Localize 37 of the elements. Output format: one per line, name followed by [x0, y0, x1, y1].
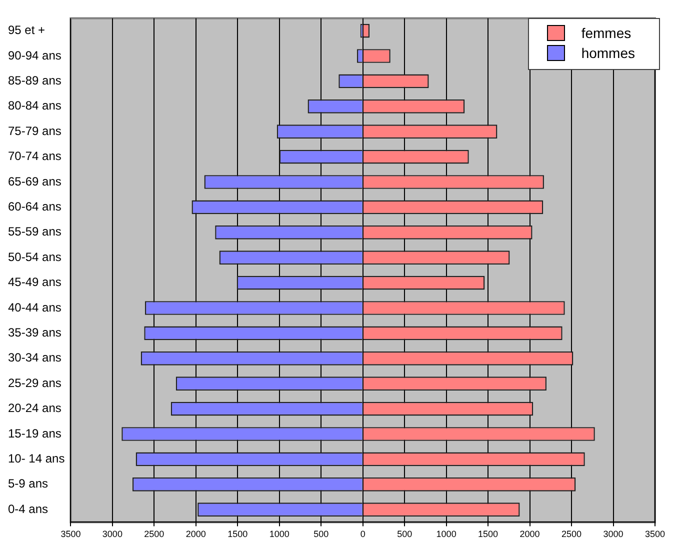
y-tick-label: 0-4 ans: [8, 502, 48, 516]
y-tick-label: 40-44 ans: [8, 300, 62, 314]
x-tick-label: 500: [314, 529, 329, 540]
y-tick-label: 35-39 ans: [8, 326, 62, 340]
x-tick-label: 3500: [644, 529, 666, 540]
x-tick-label: 3000: [102, 529, 122, 540]
x-tick-label: 2000: [186, 529, 206, 540]
legend-label: hommes: [581, 44, 635, 63]
x-tick-label: 0: [360, 529, 366, 540]
y-tick-label: 25-29 ans: [8, 376, 62, 390]
x-tick-label: 2500: [144, 529, 164, 540]
y-tick-label: 20-24 ans: [8, 401, 62, 416]
x-tick-label: 3000: [603, 529, 624, 540]
y-tick-label: 30-34 ans: [8, 350, 62, 365]
x-tick-label: 1500: [478, 529, 498, 540]
y-tick-label: 55-59 ans: [8, 224, 62, 239]
y-tick-label: 85-89 ans: [8, 74, 62, 88]
x-tick-label: 3500: [60, 529, 81, 540]
y-tick-label: 75-79 ans: [8, 124, 62, 138]
y-tick-label: 70-74 ans: [8, 149, 62, 164]
y-tick-label: 45-49 ans: [8, 275, 62, 290]
y-tick-label: 15-19 ans: [8, 426, 62, 440]
y-tick-label: 5-9 ans: [8, 476, 48, 491]
y-tick-label: 80-84 ans: [8, 98, 62, 113]
x-tick-label: 2500: [562, 529, 582, 540]
x-tick-label: 1000: [436, 529, 456, 540]
y-tick-label: 10- 14 ans: [8, 452, 65, 466]
legend-label: femmes: [581, 24, 632, 43]
y-tick-label: 50-54 ans: [8, 250, 62, 264]
y-tick-label: 90-94 ans: [8, 48, 62, 62]
y-tick-label: 95 et +: [8, 23, 46, 38]
y-tick-label: 60-64 ans: [8, 200, 62, 214]
x-tick-label: 500: [397, 529, 412, 540]
y-tick-label: 65-69 ans: [8, 174, 62, 188]
x-tick-label: 1000: [269, 529, 290, 540]
x-tick-label: 1500: [228, 529, 248, 540]
x-tick-label: 2000: [520, 529, 540, 540]
